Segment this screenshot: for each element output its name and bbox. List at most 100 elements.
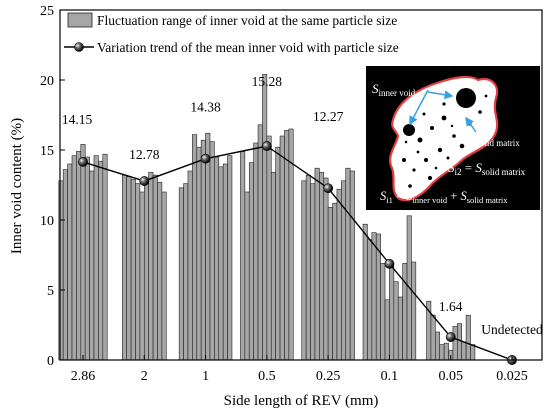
bar: [222, 163, 228, 361]
bar: [461, 341, 467, 361]
mean-line: [82, 145, 513, 361]
bar: [227, 155, 233, 361]
bar: [192, 134, 198, 361]
inset-void: [452, 134, 456, 138]
inset-void: [416, 150, 420, 154]
inset-void: [412, 168, 416, 172]
inset-void: [422, 112, 426, 116]
bar: [349, 170, 355, 361]
bar: [218, 166, 224, 361]
bar: [84, 156, 90, 361]
bar: [319, 172, 325, 361]
inset-arrow-void: [409, 89, 429, 126]
legend-line-label: Variation trend of the mean inner void w…: [97, 40, 399, 55]
legend: Fluctuation range of inner void at the s…: [64, 12, 399, 55]
inset-void: [404, 140, 408, 144]
y-tick-label: 0: [47, 354, 54, 369]
x-tick-label: 0.1: [381, 369, 399, 384]
mean-value-label: 15.28: [252, 74, 283, 89]
bar: [314, 167, 320, 361]
y-tick-label: 20: [40, 74, 54, 89]
mean-value-label: 1.64: [439, 299, 463, 314]
x-tick-label: 1: [202, 369, 209, 384]
inset-void: [437, 147, 443, 153]
bar: [121, 174, 127, 361]
plot-frame: [59, 9, 543, 361]
bar: [275, 146, 281, 361]
bar: [384, 299, 390, 361]
y-tick-label: 10: [40, 214, 54, 229]
inset-equation-s2: Si2 = Ssolid matrix: [448, 160, 526, 177]
bar: [305, 174, 311, 361]
inset-label-solid-matrix: Ssolid matrix: [470, 131, 520, 148]
bar: [430, 314, 436, 361]
bar: [389, 265, 395, 361]
mean-value-label: 14.38: [190, 100, 221, 115]
legend-line-marker: [74, 42, 84, 52]
bar: [152, 174, 158, 361]
inset-void: [446, 156, 450, 160]
inset-void: [408, 184, 412, 188]
bar: [262, 74, 268, 361]
bar: [439, 344, 445, 361]
mean-value-label: 14.15: [62, 112, 93, 127]
inset-label-inner-void: Sinner void: [372, 81, 416, 98]
bar: [240, 151, 246, 361]
mean-point: [200, 153, 211, 164]
bar: [470, 344, 476, 361]
inset-void: [424, 158, 428, 162]
bar: [80, 144, 86, 361]
bar: [244, 191, 250, 361]
bar: [362, 223, 368, 361]
mean-point: [261, 141, 272, 151]
bar: [435, 331, 441, 361]
bar: [98, 160, 104, 361]
bar: [248, 162, 254, 361]
x-tick-label: 2.86: [71, 369, 96, 384]
inset-voids: [402, 94, 488, 188]
bar: [301, 180, 307, 361]
bar: [71, 155, 77, 361]
x-axis: 2.86 2 1 0.5 0.25 0.1 0.05 0.025: [71, 355, 528, 384]
bar: [393, 281, 399, 361]
y-tick-label: 25: [40, 4, 54, 19]
bar: [67, 163, 73, 361]
inset-large-void: [456, 88, 476, 108]
inset-void: [417, 137, 423, 143]
bar: [183, 183, 189, 361]
mean-point: [78, 156, 88, 167]
bar: [135, 183, 141, 361]
y-tick-label: 15: [40, 144, 54, 159]
bar: [279, 135, 285, 361]
inset-void: [484, 94, 488, 98]
y-axis: 0 5 10 15 20 25: [40, 4, 65, 369]
bar: [161, 191, 167, 361]
legend-bar-swatch: [67, 12, 93, 28]
inset-void: [402, 158, 406, 162]
inset-void: [441, 115, 447, 121]
x-tick-label: 0.025: [496, 369, 528, 384]
bar: [253, 142, 259, 361]
bar: [452, 326, 458, 361]
mean-point: [139, 176, 150, 186]
mean-point: [445, 332, 456, 342]
bar: [270, 172, 276, 361]
bar: [323, 177, 329, 361]
bar: [332, 202, 338, 361]
bar: [336, 188, 342, 361]
mean-value-label: Undetected: [481, 322, 543, 337]
bar: [284, 130, 290, 361]
bar: [93, 155, 99, 361]
inset-arrow-solid: [465, 116, 477, 133]
x-axis-label: Side length of REV (mm): [224, 393, 379, 409]
mean-line-layer: [78, 141, 517, 365]
inset-void: [442, 102, 446, 106]
inset-void: [430, 126, 434, 130]
bar: [310, 183, 316, 361]
inset-void: [450, 124, 454, 128]
bar: [411, 261, 417, 361]
bar: [205, 132, 211, 361]
bar: [209, 141, 215, 361]
bar: [157, 181, 163, 361]
